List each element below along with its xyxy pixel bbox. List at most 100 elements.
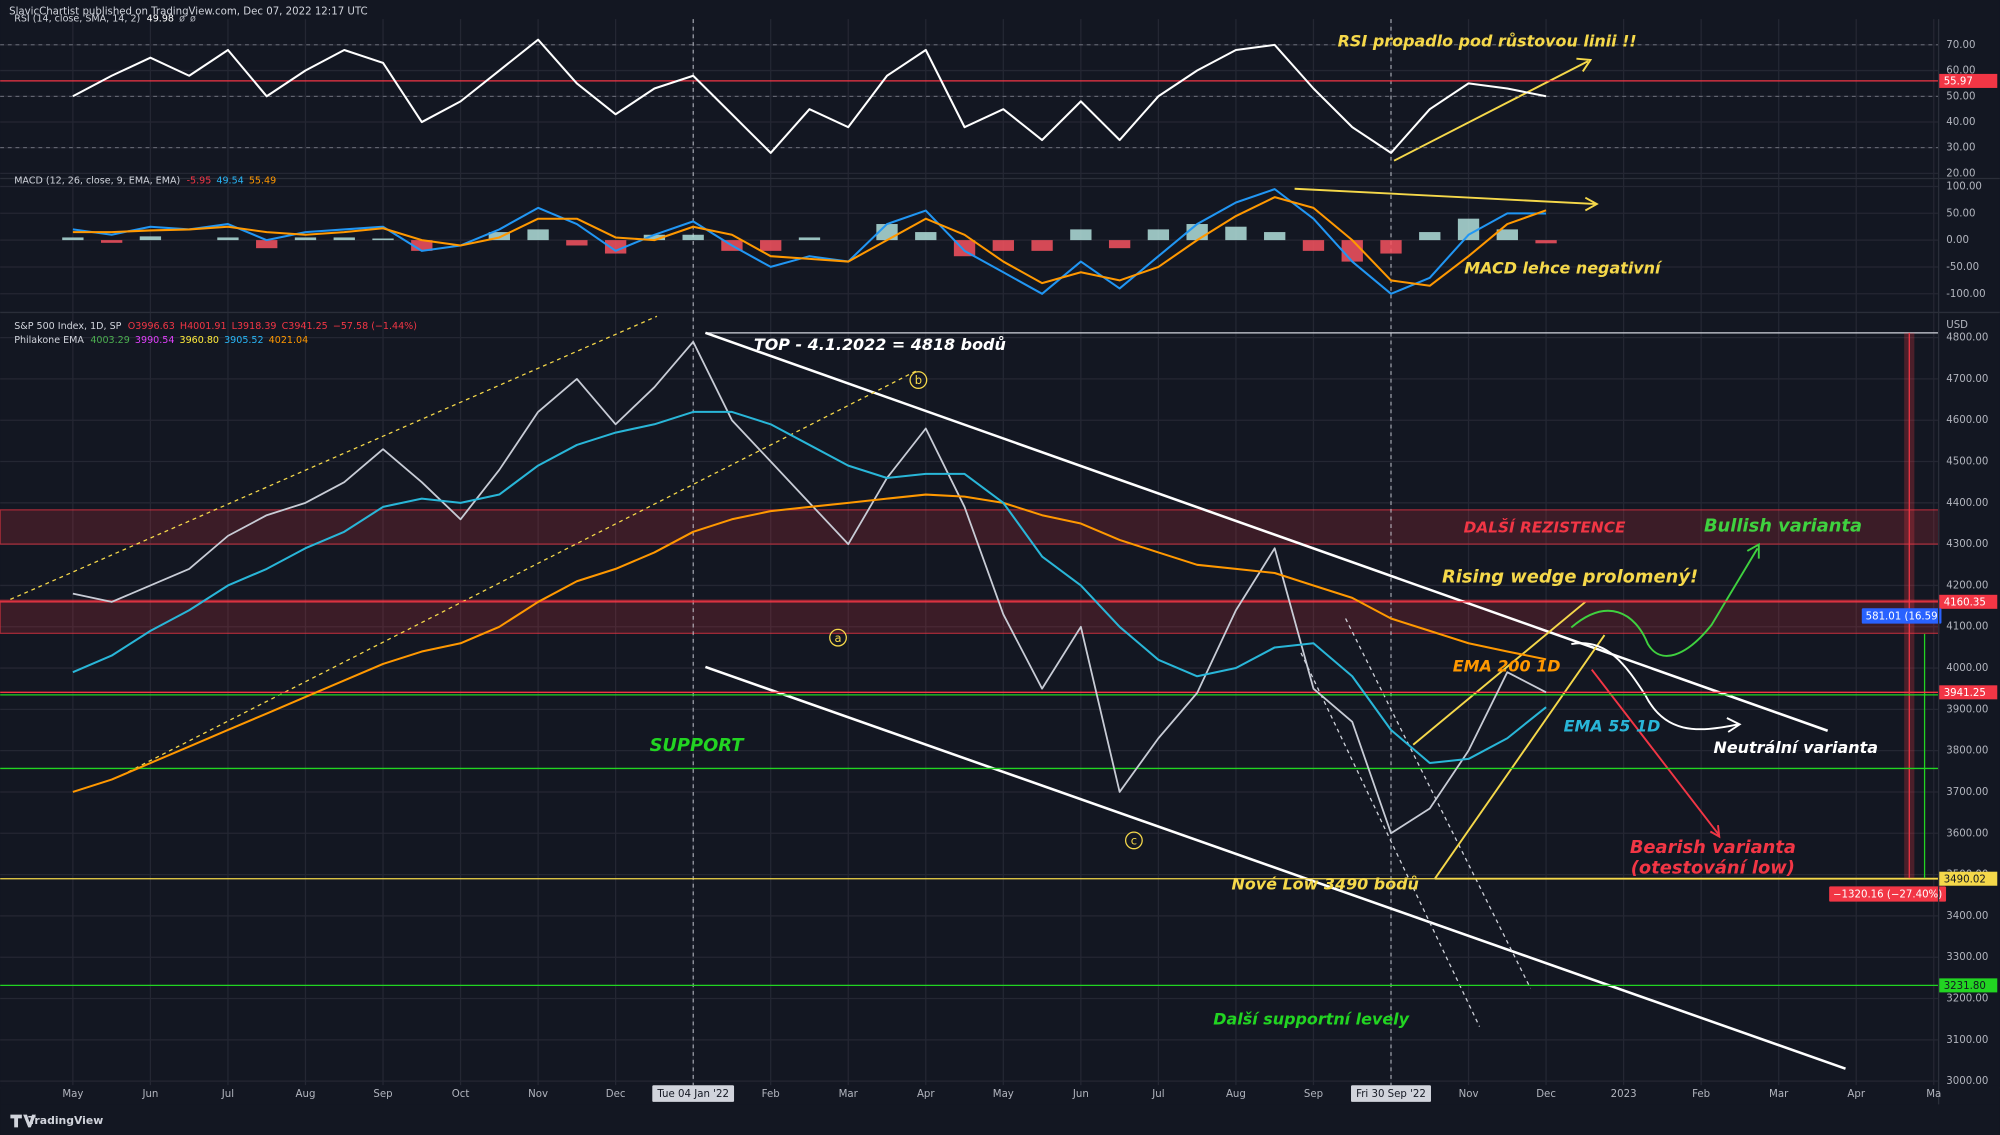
annotation: Bearish varianta (1630, 837, 1796, 858)
dashed-line (1345, 618, 1532, 989)
x-tick-label: Ma (1926, 1089, 1941, 1100)
x-tick-label: Nov (528, 1089, 548, 1100)
x-tick-label: Sep (1304, 1089, 1323, 1100)
annotation: RSI propadlo pod růstovou linii !! (1338, 32, 1637, 51)
trendline (704, 665, 1846, 1070)
trendline (704, 331, 1829, 732)
y-tick-label: 70.00 (1946, 40, 1975, 51)
histogram-bar (139, 236, 162, 241)
readout: O3996.63 (128, 321, 175, 332)
wedge-line (1412, 601, 1586, 746)
annotation: TOP - 4.1.2022 = 4818 bodů (754, 335, 1006, 354)
x-tick-label: Nov (1459, 1089, 1479, 1100)
pane-title: MACD (12, 26, close, 9, EMA, EMA) (14, 176, 180, 187)
histogram-bar (527, 229, 549, 241)
x-tick-label: Dec (606, 1089, 626, 1100)
wave-marker (829, 628, 847, 647)
x-tick-label: Jul (1151, 1089, 1164, 1100)
y-tick-label: 40.00 (1946, 117, 1975, 128)
channel-line (10, 315, 658, 600)
readout: 3905.52 (224, 335, 263, 346)
histogram-bar (682, 234, 704, 241)
readout: −57.58 (−1.44%) (333, 321, 417, 332)
y-tick-label: 30.00 (1946, 143, 1975, 154)
histogram-bar (62, 237, 84, 241)
y-tick-label: -100.00 (1946, 289, 1985, 300)
x-tick-label: Feb (762, 1089, 780, 1100)
y-tick-label: 4100.00 (1946, 622, 1988, 633)
x-tick-label: May (62, 1089, 83, 1100)
y-tick-label: 3600.00 (1946, 828, 1988, 839)
y-tick-label: 50.00 (1946, 91, 1975, 102)
y-tick-label: 4000.00 (1946, 663, 1988, 674)
y-tick-label: 4400.00 (1946, 498, 1988, 509)
histogram-bar (372, 238, 394, 241)
y-tick-label: 4500.00 (1946, 457, 1988, 468)
logo (10, 1114, 36, 1128)
histogram-bar (1380, 240, 1402, 254)
measure-badge (1861, 608, 1942, 624)
histogram-bar (1496, 229, 1518, 241)
footer-bar (0, 1104, 2000, 1135)
bearish-arrow (1590, 668, 1721, 839)
price-badge-label: 3231.80 (1944, 981, 1986, 992)
y-tick-label: -50.00 (1946, 262, 1979, 273)
x-tick-highlight (1351, 1085, 1431, 1102)
annotation: Další supportní levely (1213, 1010, 1409, 1029)
price-badge-label: 4160.35 (1944, 597, 1986, 608)
annotation: Neutrální varianta (1714, 738, 1879, 757)
pane-subtitle: Philakone EMA (14, 335, 84, 346)
y-tick-label: 3300.00 (1946, 952, 1988, 963)
series-line (72, 340, 1547, 835)
histogram-bar (100, 240, 123, 243)
readout: 55.49 (249, 176, 276, 187)
y-tick-label: 3400.00 (1946, 911, 1988, 922)
histogram-bar (294, 237, 317, 241)
x-tick-label: May (993, 1089, 1014, 1100)
histogram-bar (643, 234, 666, 241)
readout: C3941.25 (282, 321, 328, 332)
readout: 3990.54 (135, 335, 174, 346)
x-tick-label: Jun (1072, 1089, 1089, 1100)
histogram-bar (1186, 224, 1208, 241)
x-tick-label: Tue 04 Jan '22 (656, 1089, 729, 1100)
y-tick-label: 3200.00 (1946, 994, 1988, 1005)
y-tick-label: 3900.00 (1946, 704, 1988, 715)
histogram-bar (1070, 229, 1092, 241)
y-tick-label: 4200.00 (1946, 580, 1988, 591)
header: SlavicChartist published on TradingView.… (9, 6, 368, 17)
measure-badge (1829, 886, 1947, 902)
y-tick-label: 3700.00 (1946, 787, 1988, 798)
series-line (72, 196, 1547, 287)
rsi-arrow (1393, 57, 1593, 162)
histogram-bar (1264, 232, 1286, 241)
wave-label: c (1131, 834, 1137, 848)
histogram-bar (915, 232, 937, 241)
x-tick-label: Mar (1769, 1089, 1789, 1100)
zone (0, 509, 1940, 545)
x-tick-label: Sep (373, 1089, 392, 1100)
series-line (72, 188, 1547, 295)
x-tick-highlight (652, 1085, 735, 1102)
x-tick-label: Aug (1226, 1089, 1246, 1100)
wave-label: b (915, 373, 922, 387)
histogram-bar (798, 237, 821, 241)
x-tick-label: Fri 30 Sep '22 (1356, 1089, 1426, 1100)
macd-arrow (1294, 187, 1599, 212)
x-tick-label: Aug (296, 1089, 316, 1100)
x-tick-label: Dec (1536, 1089, 1556, 1100)
y-tick-label: 3100.00 (1946, 1035, 1988, 1046)
annotation: Rising wedge prolomený! (1442, 567, 1698, 588)
y-tick-label: 3800.00 (1946, 746, 1988, 757)
pane-title: RSI (14, close, SMA, 14, 2) (14, 14, 140, 25)
series-line (72, 38, 1547, 154)
histogram-bar (256, 240, 278, 249)
histogram-bar (333, 237, 355, 241)
x-axis-bg (0, 1085, 2000, 1105)
histogram-bar (1419, 232, 1441, 241)
annotation: Bullish varianta (1704, 516, 1862, 537)
readout: ø (190, 14, 196, 25)
